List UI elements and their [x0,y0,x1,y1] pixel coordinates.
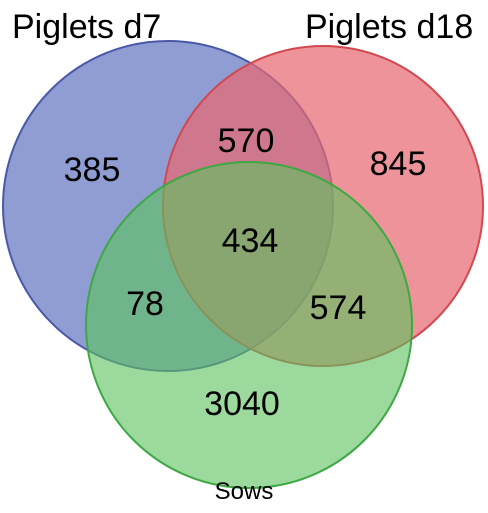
count-d7-only: 385 [64,151,121,189]
label-sows: Sows [215,478,274,505]
count-d18-only: 845 [370,145,427,183]
count-d7-d18: 570 [218,122,275,160]
count-d18-sows: 574 [310,289,367,327]
count-all-three: 434 [222,222,279,260]
count-d7-sows: 78 [126,285,164,323]
label-piglets-d7: Piglets d7 [12,8,161,46]
label-piglets-d18: Piglets d18 [305,8,473,46]
circle-sows [85,161,413,489]
count-sows-only: 3040 [204,385,280,423]
